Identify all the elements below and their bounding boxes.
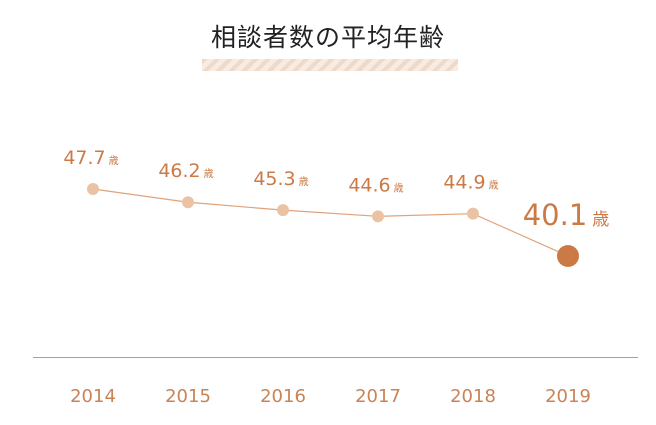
data-point bbox=[182, 196, 194, 209]
data-label: 40.1 歳 bbox=[523, 198, 610, 232]
x-tick-label: 2019 bbox=[545, 386, 591, 407]
data-label: 44.9 歳 bbox=[443, 172, 498, 194]
data-point bbox=[467, 207, 479, 220]
data-point bbox=[372, 210, 384, 223]
data-label-unit: 歳 bbox=[489, 180, 499, 192]
data-label: 47.7 歳 bbox=[63, 147, 118, 169]
series-line bbox=[92, 188, 569, 257]
x-tick-label: 2016 bbox=[260, 386, 306, 407]
x-tick-label: 2015 bbox=[165, 386, 211, 407]
highlight-point bbox=[557, 245, 579, 267]
data-label-value: 46.2 bbox=[158, 160, 200, 182]
data-point bbox=[87, 183, 99, 195]
x-tick-label: 2018 bbox=[450, 386, 496, 407]
chart-title: 相談者数の平均年齢 bbox=[210, 23, 445, 52]
x-tick-label: 2017 bbox=[355, 386, 401, 407]
title-underline bbox=[202, 59, 458, 71]
data-label-unit: 歳 bbox=[109, 155, 119, 167]
data-label-value: 44.9 bbox=[443, 172, 485, 194]
data-label: 44.6 歳 bbox=[348, 174, 403, 196]
x-tick-label: 2014 bbox=[70, 386, 116, 407]
data-label-value: 45.3 bbox=[253, 168, 295, 190]
data-label-unit: 歳 bbox=[204, 168, 214, 180]
data-label: 45.3 歳 bbox=[253, 168, 308, 190]
data-label: 46.2 歳 bbox=[158, 160, 213, 182]
data-label-unit: 歳 bbox=[299, 176, 309, 188]
data-label-unit: 歳 bbox=[592, 210, 609, 230]
data-label-value: 40.1 bbox=[523, 198, 588, 232]
data-point bbox=[277, 204, 289, 217]
data-label-value: 44.6 bbox=[348, 174, 390, 196]
data-label-unit: 歳 bbox=[394, 182, 404, 194]
data-label-value: 47.7 bbox=[63, 147, 105, 169]
